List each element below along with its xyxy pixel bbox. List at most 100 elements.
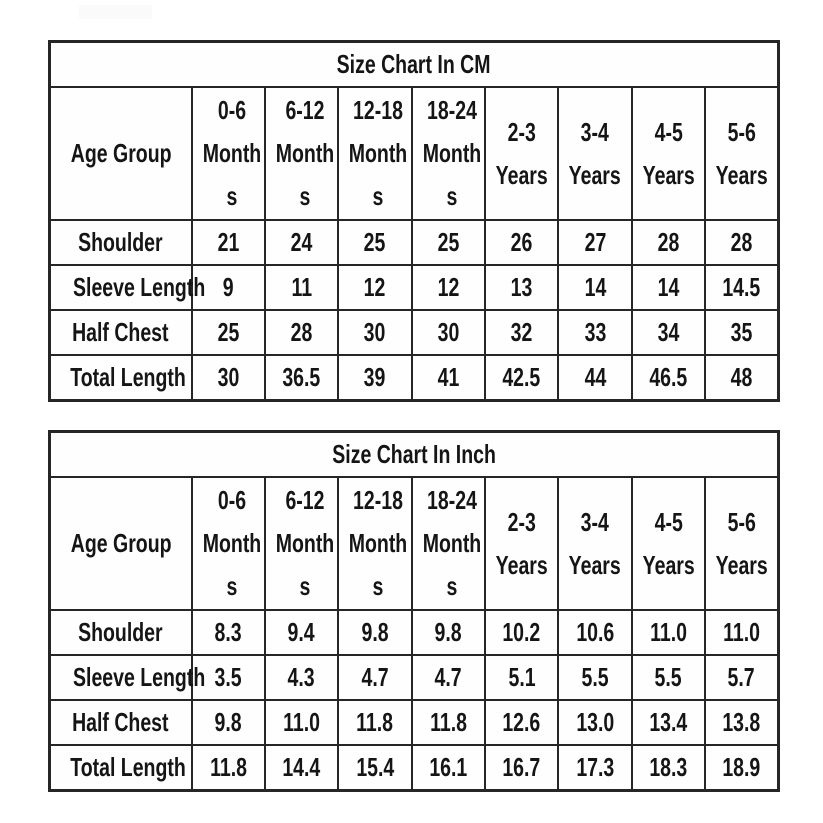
value-cell: 42.5 bbox=[483, 354, 560, 402]
inch-table-title: Size Chart In Inch bbox=[48, 430, 780, 478]
value-cell: 48 bbox=[704, 354, 780, 402]
value-cell: 27 bbox=[557, 219, 633, 266]
size-chart-inch-table: Size Chart In Inch Age Group 0-6 Month s… bbox=[48, 430, 780, 792]
inch-age-group-header: Age Group bbox=[48, 476, 193, 611]
value-cell: 10.2 bbox=[483, 609, 560, 656]
value-cell: 46.5 bbox=[630, 354, 707, 402]
value-cell: 34 bbox=[630, 309, 707, 356]
cm-row-sleeve-length: Sleeve Length 9 11 12 12 13 14 14 14.5 bbox=[48, 264, 780, 311]
value-cell: 13 bbox=[483, 264, 560, 311]
inch-row-half-chest: Half Chest 9.8 11.0 11.8 11.8 12.6 13.0 … bbox=[48, 699, 780, 746]
row-label-total-length: Total Length bbox=[48, 354, 193, 402]
value-cell: 9.8 bbox=[337, 609, 413, 656]
cm-table-title: Size Chart In CM bbox=[48, 40, 780, 88]
value-cell: 28 bbox=[704, 219, 780, 266]
inch-row-sleeve-length: Sleeve Length 3.5 4.3 4.7 4.7 5.1 5.5 5.… bbox=[48, 654, 780, 701]
value-cell: 13.0 bbox=[557, 699, 633, 746]
inch-header-row: Age Group 0-6 Month s 6-12 Month s 12-18… bbox=[48, 476, 780, 611]
cm-col-header-5: 3-4 Years bbox=[557, 86, 633, 221]
value-cell: 18.3 bbox=[630, 744, 707, 792]
value-cell: 13.8 bbox=[704, 699, 780, 746]
value-cell: 14.5 bbox=[704, 264, 780, 311]
value-cell: 17.3 bbox=[557, 744, 633, 792]
inch-col-header-0: 0-6 Month s bbox=[190, 476, 266, 611]
value-cell: 11.8 bbox=[337, 699, 413, 746]
value-cell: 30 bbox=[410, 309, 487, 356]
row-label-shoulder: Shoulder bbox=[48, 219, 193, 266]
inch-col-header-3: 18-24 Month s bbox=[410, 476, 487, 611]
cm-row-total-length: Total Length 30 36.5 39 41 42.5 44 46.5 … bbox=[48, 354, 780, 402]
value-cell: 13.4 bbox=[630, 699, 707, 746]
cm-title-row: Size Chart In CM bbox=[48, 40, 780, 88]
inch-col-header-5: 3-4 Years bbox=[557, 476, 633, 611]
value-cell: 16.1 bbox=[410, 744, 487, 792]
value-cell: 25 bbox=[410, 219, 487, 266]
value-cell: 44 bbox=[557, 354, 633, 402]
cm-col-header-2: 12-18 Month s bbox=[337, 86, 413, 221]
value-cell: 11.0 bbox=[630, 609, 707, 656]
value-cell: 11 bbox=[263, 264, 340, 311]
value-cell: 39 bbox=[337, 354, 413, 402]
value-cell: 33 bbox=[557, 309, 633, 356]
value-cell: 15.4 bbox=[337, 744, 413, 792]
value-cell: 16.7 bbox=[483, 744, 560, 792]
value-cell: 9.4 bbox=[263, 609, 340, 656]
cm-col-header-7: 5-6 Years bbox=[704, 86, 780, 221]
value-cell: 5.5 bbox=[557, 654, 633, 701]
value-cell: 5.5 bbox=[630, 654, 707, 701]
cm-age-group-header: Age Group bbox=[48, 86, 193, 221]
value-cell: 4.7 bbox=[410, 654, 487, 701]
inch-row-shoulder: Shoulder 8.3 9.4 9.8 9.8 10.2 10.6 11.0 … bbox=[48, 609, 780, 656]
value-cell: 12.6 bbox=[483, 699, 560, 746]
cm-col-header-4: 2-3 Years bbox=[483, 86, 560, 221]
value-cell: 4.3 bbox=[263, 654, 340, 701]
watermark-smudge bbox=[79, 5, 152, 19]
cm-col-header-6: 4-5 Years bbox=[630, 86, 707, 221]
value-cell: 14 bbox=[630, 264, 707, 311]
inch-col-header-2: 12-18 Month s bbox=[337, 476, 413, 611]
inch-title-row: Size Chart In Inch bbox=[48, 430, 780, 478]
value-cell: 11.0 bbox=[263, 699, 340, 746]
value-cell: 3.5 bbox=[190, 654, 266, 701]
value-cell: 21 bbox=[190, 219, 266, 266]
value-cell: 10.6 bbox=[557, 609, 633, 656]
value-cell: 5.1 bbox=[483, 654, 560, 701]
value-cell: 14.4 bbox=[263, 744, 340, 792]
inch-col-header-6: 4-5 Years bbox=[630, 476, 707, 611]
value-cell: 14 bbox=[557, 264, 633, 311]
value-cell: 8.3 bbox=[190, 609, 266, 656]
cm-row-half-chest: Half Chest 25 28 30 30 32 33 34 35 bbox=[48, 309, 780, 356]
value-cell: 32 bbox=[483, 309, 560, 356]
cm-table-title-text: Size Chart In CM bbox=[337, 49, 491, 79]
value-cell: 5.7 bbox=[704, 654, 780, 701]
row-label-sleeve-length: Sleeve Length bbox=[48, 264, 205, 311]
value-cell: 11.8 bbox=[190, 744, 266, 792]
cm-col-header-0: 0-6 Month s bbox=[190, 86, 266, 221]
inch-row-total-length: Total Length 11.8 14.4 15.4 16.1 16.7 17… bbox=[48, 744, 780, 792]
value-cell: 4.7 bbox=[337, 654, 413, 701]
row-label-half-chest: Half Chest bbox=[48, 309, 193, 356]
row-label-sleeve-length: Sleeve Length bbox=[48, 654, 205, 701]
value-cell: 30 bbox=[337, 309, 413, 356]
row-label-total-length: Total Length bbox=[48, 744, 193, 792]
value-cell: 28 bbox=[630, 219, 707, 266]
inch-col-header-4: 2-3 Years bbox=[483, 476, 560, 611]
value-cell: 12 bbox=[337, 264, 413, 311]
row-label-half-chest: Half Chest bbox=[48, 699, 193, 746]
value-cell: 24 bbox=[263, 219, 340, 266]
value-cell: 12 bbox=[410, 264, 487, 311]
value-cell: 41 bbox=[410, 354, 487, 402]
value-cell: 35 bbox=[704, 309, 780, 356]
value-cell: 26 bbox=[483, 219, 560, 266]
value-cell: 9.8 bbox=[190, 699, 266, 746]
inch-col-header-1: 6-12 Month s bbox=[263, 476, 340, 611]
value-cell: 11.0 bbox=[704, 609, 780, 656]
value-cell: 25 bbox=[337, 219, 413, 266]
value-cell: 30 bbox=[190, 354, 266, 402]
size-chart-cm-table: Size Chart In CM Age Group 0-6 Month s 6… bbox=[48, 40, 780, 402]
inch-col-header-7: 5-6 Years bbox=[704, 476, 780, 611]
value-cell: 9 bbox=[190, 264, 266, 311]
value-cell: 36.5 bbox=[263, 354, 340, 402]
value-cell: 18.9 bbox=[704, 744, 780, 792]
